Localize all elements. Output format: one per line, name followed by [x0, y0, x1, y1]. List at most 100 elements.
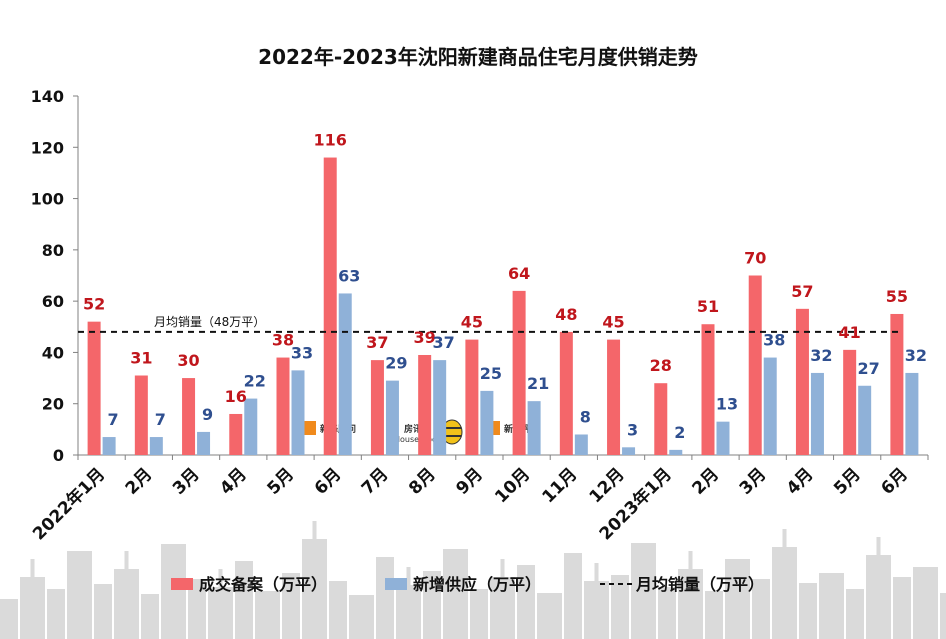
x-tick-label: 8月	[405, 464, 440, 499]
data-label-series-1: 55	[886, 287, 908, 306]
bar-series-1	[795, 308, 809, 455]
bar-series-1	[134, 375, 148, 455]
skyline-building	[940, 593, 946, 639]
legend-label-series-2: 新增供应（万平）	[413, 575, 541, 594]
skyline-building	[678, 569, 703, 639]
skyline-building	[94, 584, 112, 639]
bar-series-2	[527, 401, 541, 455]
skyline-building	[329, 581, 347, 639]
legend-label-series-1: 成交备案（万平）	[199, 575, 327, 594]
data-label-series-1: 64	[508, 264, 530, 283]
x-tick-label: 6月	[311, 464, 346, 499]
watermark-subtext: House-Book	[394, 435, 442, 444]
skyline-building	[423, 571, 441, 639]
bar-series-2	[338, 293, 352, 455]
data-label-series-2: 8	[580, 407, 591, 426]
bar-series-1	[559, 331, 573, 455]
average-line-label: 月均销量（48万平）	[154, 315, 265, 329]
x-tick-label: 5月	[263, 464, 298, 499]
data-label-series-1: 38	[272, 331, 294, 350]
x-tick-label: 3月	[736, 464, 771, 499]
bar-series-1	[465, 339, 479, 455]
bar-series-1	[370, 360, 384, 455]
skyline-building	[349, 595, 374, 639]
skyline-spire	[500, 559, 505, 577]
skyline-building	[537, 593, 562, 639]
x-tick-label: 4月	[216, 464, 251, 499]
bar-series-1	[890, 313, 904, 455]
skyline-building	[772, 547, 797, 639]
chart-title: 2022年-2023年沈阳新建商品住宅月度供销走势	[258, 45, 698, 69]
skyline-building	[396, 585, 421, 639]
skyline-spire	[876, 537, 881, 555]
city-skyline-background	[0, 521, 946, 639]
legend-swatch-series-1	[171, 578, 193, 590]
bar-series-2	[102, 437, 116, 455]
data-label-series-2: 27	[858, 359, 880, 378]
skyline-building	[893, 577, 911, 639]
y-tick-label: 0	[53, 446, 64, 465]
data-label-series-1: 37	[366, 333, 388, 352]
data-label-series-1: 52	[83, 295, 105, 314]
data-label-series-1: 41	[839, 323, 861, 342]
skyline-building	[799, 583, 817, 639]
bar-series-2	[905, 372, 919, 455]
skyline-spire	[688, 551, 693, 569]
y-tick-label: 60	[42, 292, 64, 311]
legend-swatch-series-2	[385, 578, 407, 590]
data-label-series-2: 21	[527, 374, 549, 393]
bar-series-1	[512, 290, 526, 455]
bars	[87, 157, 919, 456]
skyline-building	[846, 589, 864, 639]
skyline-spire	[30, 559, 35, 577]
legend-label-average: 月均销量（万平）	[635, 575, 764, 594]
bar-series-1	[229, 413, 243, 455]
legend: 成交备案（万平） 新增供应（万平） 月均销量（万平）	[171, 575, 764, 594]
y-tick-label: 140	[31, 87, 64, 106]
bar-series-1	[418, 354, 432, 455]
bar-series-2	[810, 372, 824, 455]
skyline-building	[752, 579, 770, 639]
data-label-series-2: 32	[810, 346, 832, 365]
data-labels: 5273173091622383311663372939374525642148…	[83, 131, 927, 442]
y-tick-label: 100	[31, 190, 64, 209]
x-tick-label: 4月	[783, 464, 818, 499]
x-tick-label: 9月	[452, 464, 487, 499]
bar-series-2	[244, 398, 258, 455]
data-label-series-2: 37	[433, 333, 455, 352]
skyline-spire	[782, 529, 787, 547]
skyline-building	[47, 589, 65, 639]
x-tick-label: 7月	[358, 464, 393, 499]
data-label-series-1: 48	[555, 305, 577, 324]
y-tick-label: 120	[31, 138, 64, 157]
skyline-building	[188, 579, 206, 639]
data-label-series-2: 7	[108, 410, 119, 429]
x-tick-label: 2022年1月	[28, 464, 109, 545]
skyline-spire	[312, 521, 317, 539]
skyline-building	[564, 553, 582, 639]
data-label-series-2: 38	[763, 331, 785, 350]
data-label-series-1: 28	[650, 356, 672, 375]
x-tick-label: 5月	[830, 464, 865, 499]
data-label-series-1: 39	[414, 328, 436, 347]
skyline-building	[705, 591, 723, 639]
skyline-building	[376, 557, 394, 639]
average-line-group: 月均销量（48万平）	[78, 315, 898, 333]
skyline-building	[282, 573, 300, 639]
data-label-series-1: 30	[177, 351, 199, 370]
data-label-series-1: 57	[791, 282, 813, 301]
skyline-spire	[124, 551, 129, 569]
bar-series-1	[607, 339, 621, 455]
data-label-series-1: 45	[461, 313, 483, 332]
data-label-series-2: 33	[291, 343, 313, 362]
skyline-building	[658, 587, 676, 639]
skyline-building	[161, 544, 186, 639]
data-label-series-1: 116	[314, 131, 347, 150]
skyline-building	[913, 567, 938, 639]
skyline-building	[0, 599, 18, 639]
skyline-building	[631, 543, 656, 639]
bar-series-2	[480, 390, 494, 455]
skyline-building	[20, 577, 45, 639]
